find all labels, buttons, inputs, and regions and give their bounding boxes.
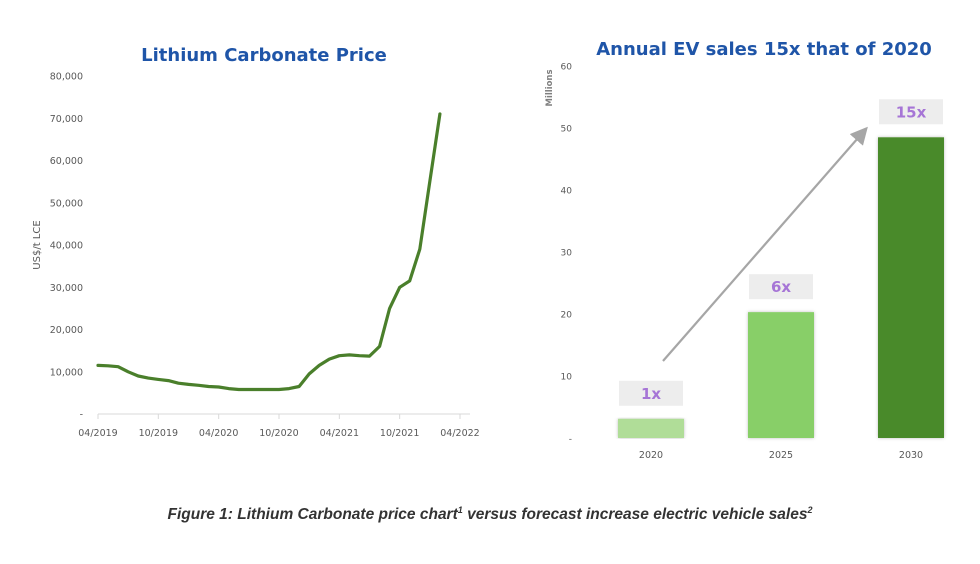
x-tick-label: 2030	[899, 450, 923, 461]
x-tick-label: 10/2019	[139, 428, 178, 439]
annotation-box	[879, 99, 943, 125]
annotation-label: 6x	[771, 278, 791, 296]
x-axis-ticks: 2020 2025 2030	[639, 450, 923, 461]
y-tick-label: 20,000	[50, 325, 83, 336]
y-tick-label: 30,000	[50, 283, 83, 294]
y-tick-label: -	[80, 410, 83, 421]
y-tick-label: 30	[561, 249, 573, 259]
caption-footnote-1: 1	[457, 505, 463, 515]
ev-sales-chart: Annual EV sales 15x that of 2020 Million…	[545, 39, 944, 461]
y-axis-ticks: - 10,000 20,000 30,000 40,000 50,000 60,000 70,…	[50, 72, 83, 421]
bar-annotations: 1x 6x 15x	[619, 99, 943, 406]
chart-title: Lithium Carbonate Price	[141, 45, 387, 66]
y-tick-label: 20	[561, 311, 573, 321]
y-tick-label: 40,000	[50, 241, 83, 252]
x-tick-label: 2020	[639, 450, 663, 461]
y-tick-label: 70,000	[50, 114, 83, 125]
y-tick-label: 40	[561, 187, 573, 197]
caption-text-b: versus forecast increase electric vehicl…	[462, 506, 808, 524]
x-tick-label: 2025	[769, 450, 793, 461]
chart-title: Annual EV sales 15x that of 2020	[596, 39, 932, 60]
y-tick-label: 50,000	[50, 198, 83, 209]
y-tick-label: 80,000	[50, 72, 83, 83]
y-tick-label: -	[569, 435, 572, 445]
annotation-box	[749, 274, 813, 300]
caption-footnote-2: 2	[807, 505, 813, 515]
x-axis-ticks: 04/2019 10/2019 04/2020 10/2020 04/2021 10/20…	[78, 414, 480, 439]
annotation-label: 15x	[896, 103, 927, 121]
x-tick-label: 04/2019	[78, 428, 117, 439]
x-tick-label: 04/2022	[440, 428, 479, 439]
y-tick-label: 10,000	[50, 367, 83, 378]
x-tick-label: 04/2021	[320, 428, 359, 439]
y-tick-label: 60,000	[50, 156, 83, 167]
y-axis-label: Millions	[545, 69, 555, 106]
y-axis-label: US$/t LCE	[32, 220, 43, 269]
y-tick-label: 60	[561, 63, 573, 73]
y-tick-label: 50	[561, 125, 573, 135]
bars	[618, 137, 944, 439]
x-tick-label: 10/2021	[380, 428, 419, 439]
x-tick-label: 04/2020	[199, 428, 238, 439]
bar-2030	[878, 137, 944, 439]
lithium-price-chart: Lithium Carbonate Price US$/t LCE - 10,00…	[32, 45, 480, 439]
annotation-box	[619, 380, 683, 406]
price-line	[96, 112, 442, 392]
y-axis-ticks: - 10 20 30 40 50 60	[561, 63, 573, 445]
trend-arrow-icon	[662, 126, 868, 362]
line-series	[96, 112, 442, 392]
y-tick-label: 10	[561, 373, 573, 383]
figure-caption: Figure 1: Lithium Carbonate price chart1…	[0, 505, 980, 524]
bar-2025	[748, 312, 814, 438]
caption-text-a: Figure 1: Lithium Carbonate price chart	[167, 506, 458, 524]
bar-2020	[618, 418, 684, 438]
annotation-label: 1x	[641, 385, 661, 403]
x-tick-label: 10/2020	[259, 428, 298, 439]
